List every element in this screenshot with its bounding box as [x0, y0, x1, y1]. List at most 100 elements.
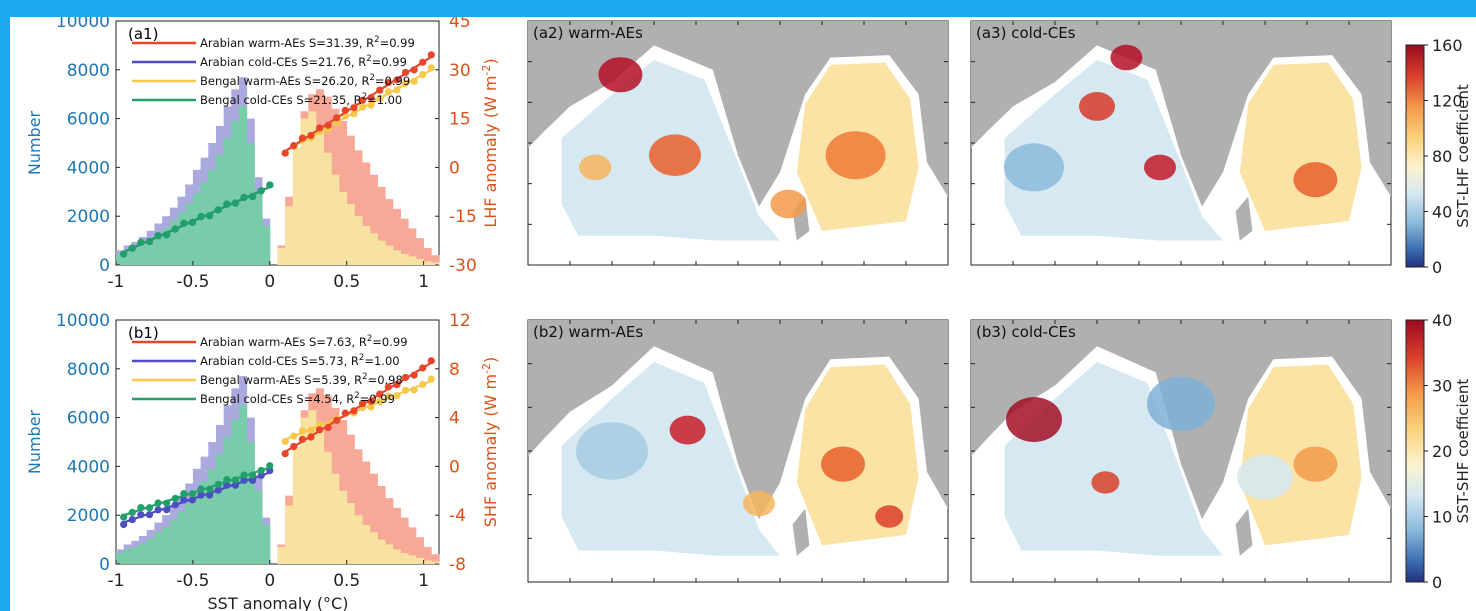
histogram-bar	[423, 261, 432, 265]
histogram-bar	[139, 543, 148, 564]
right-y-tick-label: -15	[449, 207, 477, 227]
histogram-bar	[185, 503, 194, 564]
histogram-bar	[162, 527, 171, 564]
fit-point	[128, 508, 136, 517]
left-y-tick-label: 8000	[67, 360, 110, 380]
fit-point	[188, 218, 197, 226]
colorbar-top: 0 40 80 120 160 SST-LHF coefficient	[1405, 36, 1472, 277]
histogram-bar	[385, 498, 394, 564]
legend-entry: Arabian cold-CEs S=5.73, R2=1.00	[200, 353, 400, 368]
x-tick-label: -1	[108, 272, 125, 292]
fit-point	[137, 504, 145, 512]
legend-entry: Bengal cold-CEs S=21.35, R2=1.00	[200, 92, 402, 107]
fit-point	[281, 149, 289, 157]
map-panel-a2: (a2) warm-AEs	[527, 20, 949, 266]
histogram-bar	[254, 191, 263, 265]
fit-point	[393, 86, 401, 94]
anomaly-patch	[1237, 454, 1293, 500]
fit-point	[427, 64, 435, 72]
land-mass	[528, 320, 948, 520]
histogram-bar	[323, 152, 332, 265]
fit-point	[137, 511, 145, 519]
anomaly-patch	[576, 422, 648, 480]
histogram-bar	[185, 204, 194, 265]
fit-point	[214, 206, 222, 214]
histogram-bar	[415, 238, 425, 265]
fit-point	[240, 193, 248, 202]
histogram-bar	[308, 111, 317, 265]
histogram-bar	[431, 554, 440, 564]
histogram-bars	[116, 77, 440, 266]
fit-point	[401, 386, 410, 394]
colorbar-tick-label: 0	[1432, 573, 1442, 592]
anomaly-patch	[1144, 154, 1176, 181]
histogram-bar	[392, 507, 401, 564]
legend: Arabian warm-AEs S=31.39, R2=0.99 Arabian…	[132, 35, 415, 107]
fit-point	[393, 392, 401, 400]
fit-point	[188, 496, 197, 504]
anomaly-patch	[1079, 92, 1115, 121]
x-tick-label: 0	[264, 571, 275, 591]
left-y-tick-label: 4000	[67, 457, 110, 477]
anomaly-patch	[821, 446, 865, 482]
histogram-bar	[431, 262, 440, 265]
fit-point	[358, 400, 367, 408]
left-y-tick-label: 4000	[67, 158, 110, 178]
colorbar-tick-label: 160	[1432, 36, 1463, 55]
left-y-tick-label: 0	[99, 256, 110, 276]
x-tick-label: -1	[108, 571, 125, 591]
fit-point	[410, 386, 418, 394]
histogram-bar	[146, 239, 155, 265]
fit-point	[171, 494, 179, 503]
fit-point	[223, 476, 231, 484]
fit-point	[206, 212, 214, 220]
colorbar-tick-label: 30	[1432, 377, 1452, 396]
fit-point	[281, 450, 289, 458]
anomaly-patch	[1006, 397, 1062, 442]
histogram-bar	[415, 557, 425, 564]
land-mass	[971, 21, 1391, 207]
fit-point	[145, 504, 154, 512]
anomaly-patch	[825, 131, 886, 180]
regression-lines	[120, 51, 435, 258]
histogram-bar	[400, 553, 409, 564]
x-tick-label: 1	[418, 272, 429, 292]
fit-point	[384, 383, 392, 391]
fit-point	[315, 421, 324, 429]
x-tick-label: 1	[418, 571, 429, 591]
histogram-bar	[346, 434, 355, 564]
fit-point	[290, 432, 298, 440]
fit-point	[180, 496, 188, 504]
fit-point	[367, 93, 375, 102]
histogram-bar	[331, 473, 340, 564]
fit-point	[154, 232, 162, 240]
fit-point	[376, 94, 384, 103]
histogram-bar	[277, 546, 286, 564]
histogram-bar	[315, 424, 325, 564]
fit-point	[315, 124, 324, 132]
histogram-bar	[154, 233, 163, 265]
anomaly-patch	[579, 154, 612, 181]
histogram-bar	[339, 191, 348, 265]
histogram-bar	[377, 485, 386, 564]
histogram-bar	[308, 410, 317, 564]
panel-label: (b1)	[128, 324, 159, 342]
histogram-bar	[254, 490, 263, 564]
fit-point	[298, 435, 306, 443]
fit-point	[427, 375, 435, 383]
fit-point	[376, 86, 384, 94]
fit-point	[145, 511, 154, 519]
histogram-bar	[385, 245, 394, 265]
anomaly-patch	[1147, 376, 1215, 432]
anomaly-patch	[770, 189, 807, 219]
regression-lines	[120, 357, 435, 529]
histogram-bar	[377, 186, 386, 265]
histogram-bar	[208, 468, 217, 564]
right-y-tick-label: 12	[449, 311, 471, 331]
x-tick-label: -0.5	[176, 272, 209, 292]
histogram-bar	[239, 106, 248, 266]
histogram-bar	[277, 247, 286, 265]
fit-point	[214, 486, 222, 494]
x-tick-label: 0.5	[333, 272, 360, 292]
left-ylabel: Number	[25, 110, 44, 175]
